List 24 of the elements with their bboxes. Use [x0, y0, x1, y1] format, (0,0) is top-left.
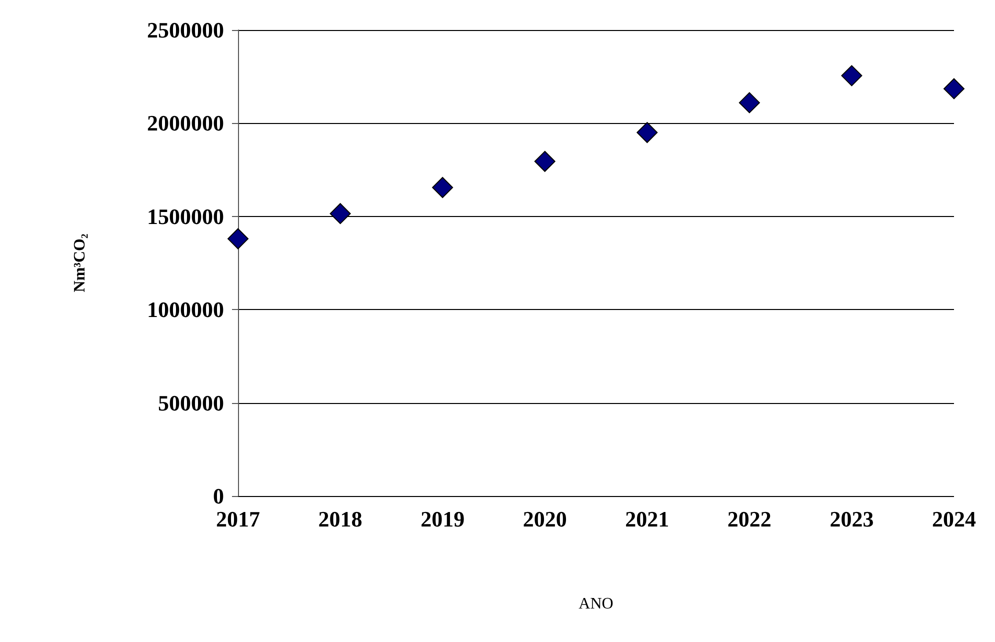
y-tick-label: 0: [213, 484, 224, 508]
point: [228, 228, 248, 250]
point: [534, 150, 556, 172]
point: [944, 78, 964, 100]
x-tick-label: 2024: [932, 506, 976, 532]
y-axis-title: Nm³CO₂: [72, 234, 88, 292]
y-tick-label: 2500000: [147, 18, 224, 42]
x-tick-label: 2019: [420, 506, 465, 532]
y-tick-label: 500000: [158, 390, 224, 416]
x-tick-label: 2017: [216, 506, 260, 532]
y-tick-label: 2000000: [147, 110, 224, 136]
point: [432, 177, 454, 198]
point: [330, 203, 351, 224]
x-tick-label: 2018: [318, 506, 362, 532]
x-axis-title: ANO: [578, 596, 614, 612]
point: [841, 65, 862, 86]
x-tick-label: 2021: [625, 506, 670, 532]
y-tick-label: 1000000: [147, 297, 224, 322]
x-tick-label: 2023: [830, 506, 874, 532]
x-tick-label: 2020: [522, 506, 567, 532]
y-tick-label: 1500000: [147, 204, 224, 229]
x-tick-label: 2022: [727, 506, 772, 532]
point: [636, 122, 658, 144]
point: [738, 92, 760, 114]
